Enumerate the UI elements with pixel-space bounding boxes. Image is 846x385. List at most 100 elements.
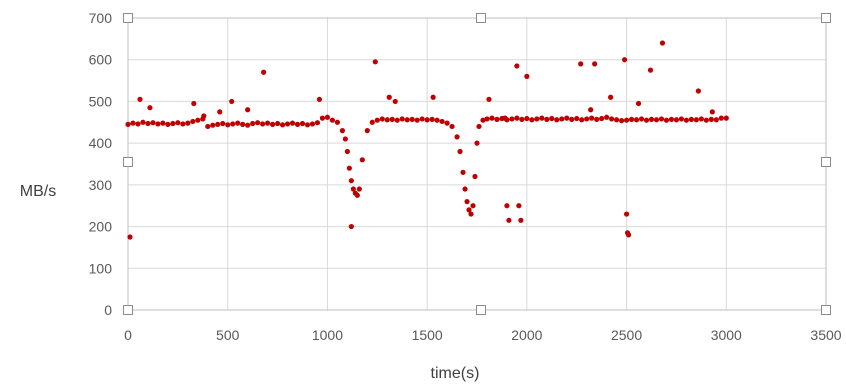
data-point: [130, 120, 136, 126]
data-point: [145, 120, 151, 127]
resize-handle[interactable]: [123, 13, 133, 23]
data-point: [494, 116, 500, 122]
data-point: [201, 113, 207, 119]
data-point: [230, 121, 236, 127]
data-point: [658, 116, 665, 122]
data-point: [195, 117, 201, 123]
data-point: [245, 122, 251, 128]
data-point: [709, 109, 715, 115]
data-point: [389, 116, 395, 122]
data-point: [255, 120, 261, 126]
grid-layer: [127, 17, 827, 311]
data-point: [350, 186, 356, 192]
resize-handle[interactable]: [476, 13, 486, 23]
data-point: [180, 121, 186, 127]
data-point: [638, 116, 645, 122]
data-point: [584, 116, 590, 122]
data-point: [468, 211, 474, 217]
data-point: [544, 116, 550, 122]
data-point: [235, 120, 241, 126]
data-point: [569, 116, 575, 122]
data-point: [250, 120, 256, 127]
data-point: [534, 116, 540, 122]
data-point: [165, 121, 171, 127]
data-point: [460, 169, 466, 175]
data-point: [372, 59, 378, 65]
x-tick-label: 2000: [511, 327, 542, 343]
data-point: [647, 67, 654, 73]
data-point: [592, 61, 598, 67]
data-point: [502, 115, 508, 121]
selection-handles[interactable]: [123, 13, 831, 315]
data-point: [668, 116, 675, 122]
data-point: [379, 116, 385, 122]
y-tick-label: 100: [89, 260, 113, 276]
resize-handle[interactable]: [821, 157, 831, 167]
data-point: [434, 117, 440, 123]
data-point: [344, 148, 350, 155]
data-point: [205, 123, 211, 130]
y-tick-label: 600: [89, 52, 113, 68]
data-point: [589, 115, 595, 121]
data-point: [621, 57, 628, 63]
y-tick-label: 400: [89, 135, 113, 151]
data-point: [394, 117, 400, 123]
data-point: [314, 120, 321, 126]
data-point: [628, 116, 635, 122]
resize-handle[interactable]: [821, 13, 831, 23]
data-point: [653, 117, 660, 123]
resize-handle[interactable]: [476, 305, 486, 315]
data-point: [274, 120, 281, 127]
data-point: [519, 116, 525, 122]
data-point: [217, 109, 223, 115]
data-point: [464, 198, 470, 205]
data-point: [484, 116, 490, 122]
tick-labels: 0 100 200 300 400 500 600 700 0 500 1000 1500 2000 25…: [89, 10, 842, 343]
data-point: [516, 203, 522, 209]
x-tick-label: 1500: [412, 327, 443, 343]
data-point: [190, 118, 196, 125]
data-point: [261, 69, 267, 75]
data-point: [625, 232, 632, 238]
data-point: [703, 117, 709, 123]
data-point: [635, 100, 642, 107]
resize-handle[interactable]: [123, 157, 133, 167]
data-point: [648, 116, 655, 122]
data-point: [386, 94, 392, 100]
data-point: [404, 117, 410, 123]
y-tick-label: 700: [89, 10, 113, 26]
data-point: [713, 117, 719, 123]
data-point: [659, 40, 666, 46]
data-point: [470, 203, 476, 209]
data-point: [574, 115, 580, 122]
data-point: [269, 121, 276, 127]
data-point: [279, 122, 286, 128]
data-point: [554, 117, 560, 123]
data-point: [419, 116, 425, 122]
data-point: [170, 120, 176, 127]
data-point: [359, 157, 365, 163]
data-point: [324, 114, 331, 120]
plot-area-frame: [127, 17, 827, 311]
data-point: [414, 117, 420, 123]
data-point: [260, 121, 266, 127]
data-point: [137, 96, 143, 102]
data-point: [299, 120, 306, 127]
data-point: [579, 117, 585, 123]
data-point: [374, 117, 380, 123]
data-point: [608, 94, 614, 100]
resize-handle[interactable]: [123, 305, 133, 315]
data-point: [663, 117, 670, 123]
data-point: [539, 115, 545, 121]
resize-handle[interactable]: [821, 305, 831, 315]
data-point: [348, 178, 354, 184]
data-point: [609, 116, 615, 122]
data-point: [457, 148, 463, 155]
data-point: [718, 115, 724, 121]
data-point: [693, 117, 699, 123]
data-point: [673, 117, 680, 123]
data-point: [559, 116, 565, 122]
data-point: [334, 119, 340, 125]
data-point: [369, 119, 375, 125]
